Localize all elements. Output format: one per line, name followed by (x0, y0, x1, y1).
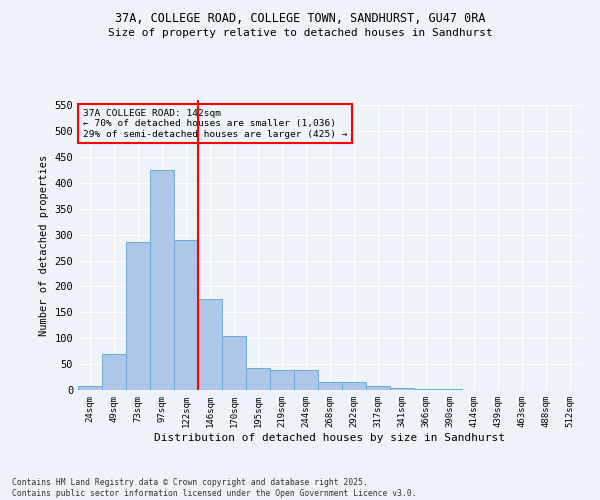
Bar (150, 170, 174, 390)
Text: 37A COLLEGE ROAD: 142sqm
← 70% of detached houses are smaller (1,036)
29% of sem: 37A COLLEGE ROAD: 142sqm ← 70% of detach… (83, 108, 347, 138)
Bar (246, 368, 270, 390)
Bar (174, 240, 198, 390)
Bar (366, 386, 390, 390)
Bar (390, 388, 414, 390)
Bar (294, 370, 318, 390)
Bar (102, 354, 126, 390)
Bar (270, 370, 294, 390)
Bar (198, 300, 222, 390)
Bar (414, 389, 438, 390)
Bar (222, 336, 246, 390)
Text: Size of property relative to detached houses in Sandhurst: Size of property relative to detached ho… (107, 28, 493, 38)
X-axis label: Distribution of detached houses by size in Sandhurst: Distribution of detached houses by size … (155, 432, 505, 442)
Bar (126, 242, 150, 390)
Y-axis label: Number of detached properties: Number of detached properties (39, 154, 49, 336)
Text: Contains HM Land Registry data © Crown copyright and database right 2025.
Contai: Contains HM Land Registry data © Crown c… (12, 478, 416, 498)
Bar (318, 382, 342, 390)
Text: 37A, COLLEGE ROAD, COLLEGE TOWN, SANDHURST, GU47 0RA: 37A, COLLEGE ROAD, COLLEGE TOWN, SANDHUR… (115, 12, 485, 26)
Bar (78, 386, 102, 390)
Bar (342, 382, 366, 390)
